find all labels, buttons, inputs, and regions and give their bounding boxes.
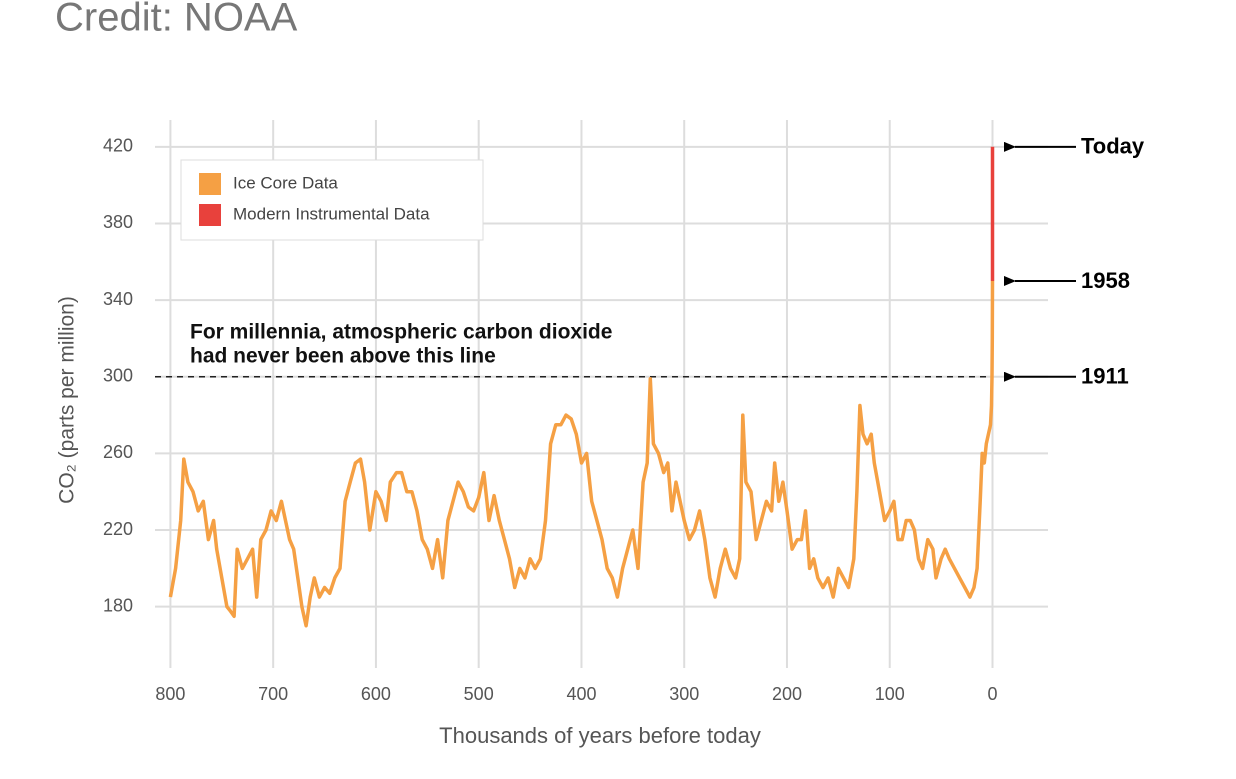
y-tick-label: 420	[103, 136, 133, 156]
x-tick-label: 700	[258, 684, 288, 704]
marker-label: 1911	[1081, 364, 1129, 389]
legend-label: Ice Core Data	[233, 173, 338, 192]
x-tick-label: 400	[566, 684, 596, 704]
legend	[180, 159, 484, 241]
x-tick-label: 100	[875, 684, 905, 704]
y-tick-label: 260	[103, 442, 133, 462]
plot	[155, 146, 995, 628]
x-tick-label: 500	[464, 684, 494, 704]
y-tick-label: 340	[103, 289, 133, 309]
legend-label: Modern Instrumental Data	[233, 204, 430, 223]
legend-box	[180, 159, 484, 241]
y-tick-label: 220	[103, 519, 133, 539]
x-axis-title: Thousands of years before today	[439, 723, 761, 748]
x-tick-label: 0	[988, 684, 998, 704]
series-line	[168, 280, 995, 628]
legend-swatch	[199, 204, 221, 226]
marker-label: 1958	[1081, 268, 1130, 293]
annotation: had never been above this line	[190, 345, 496, 368]
x-tick-label: 800	[155, 684, 185, 704]
legend-swatch	[199, 173, 221, 195]
credit: Credit: NOAA	[55, 0, 298, 40]
annotation: For millennia, atmospheric carbon dioxid…	[190, 321, 612, 344]
y-tick-label: 380	[103, 212, 133, 232]
x-tick-label: 600	[361, 684, 391, 704]
x-tick-label: 200	[772, 684, 802, 704]
y-axis-title: CO₂ (parts per million)	[56, 296, 79, 504]
marker-label: Today	[1081, 134, 1145, 159]
y-tick-label: 300	[103, 366, 133, 386]
x-tick-label: 300	[669, 684, 699, 704]
y-tick-label: 180	[103, 595, 133, 615]
